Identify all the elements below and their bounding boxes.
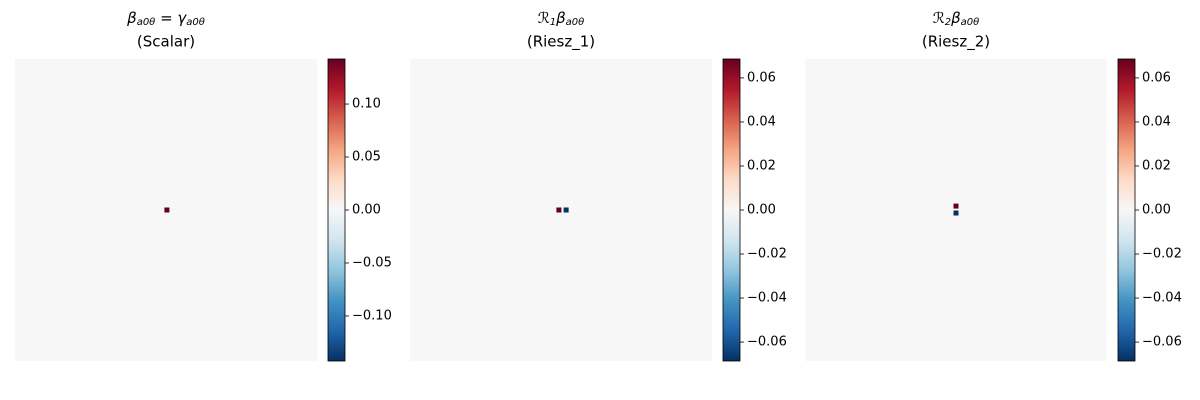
panel-title: ℛ1βa0θ bbox=[538, 9, 585, 29]
title-part: 1 bbox=[550, 17, 556, 28]
panel-title: βa0θ = γa0θ bbox=[126, 9, 205, 29]
colorbar-tick-label: 0.04 bbox=[1142, 114, 1171, 129]
title-part: a0θ bbox=[186, 17, 205, 28]
colorbar-tick-label: 0.06 bbox=[747, 70, 776, 85]
colorbar bbox=[722, 58, 741, 362]
heatmap-spot bbox=[164, 207, 170, 213]
colorbar-tick-label: −0.05 bbox=[352, 255, 392, 270]
panel-title: ℛ2βa0θ bbox=[933, 9, 980, 29]
colorbar-tick-label: 0.00 bbox=[747, 203, 776, 218]
heatmap-spot bbox=[563, 207, 569, 213]
title-part: β bbox=[555, 9, 566, 27]
title-part: ℛ bbox=[538, 9, 550, 27]
panel-subtitle: (Scalar) bbox=[137, 33, 195, 51]
title-part: = γ bbox=[155, 9, 187, 27]
colorbar-tick-label: −0.04 bbox=[1142, 291, 1182, 306]
colorbar-tick-label: 0.04 bbox=[747, 114, 776, 129]
colorbar-tick-label: −0.04 bbox=[747, 291, 787, 306]
title-part: a0θ bbox=[961, 17, 980, 28]
panel-subtitle: (Riesz_1) bbox=[527, 33, 595, 52]
colorbar-tick-label: −0.02 bbox=[1142, 247, 1182, 262]
colorbar-tick-label: 0.05 bbox=[352, 150, 381, 165]
colorbar-tick-label: −0.06 bbox=[1142, 335, 1182, 350]
title-part: a0θ bbox=[137, 17, 156, 28]
heatmap-image bbox=[805, 59, 1107, 361]
heatmap-spot bbox=[953, 210, 959, 216]
colorbar-tick-label: 0.10 bbox=[352, 97, 381, 112]
title-part: β bbox=[126, 9, 137, 27]
heatmap-spot bbox=[953, 203, 959, 209]
colorbar bbox=[1117, 58, 1136, 362]
colorbar-tick-label: −0.06 bbox=[747, 335, 787, 350]
colorbar-tick-label: 0.00 bbox=[352, 203, 381, 218]
colorbar-tick-label: 0.00 bbox=[1142, 203, 1171, 218]
colorbar-tick-label: 0.02 bbox=[747, 158, 776, 173]
title-part: a0θ bbox=[566, 17, 585, 28]
colorbar-tick-label: 0.02 bbox=[1142, 158, 1171, 173]
title-part: 2 bbox=[945, 17, 951, 28]
colorbar-tick-label: −0.10 bbox=[352, 308, 392, 323]
colorbar bbox=[327, 58, 346, 362]
colorbar-tick-label: −0.02 bbox=[747, 247, 787, 262]
title-part: ℛ bbox=[933, 9, 945, 27]
panel-subtitle: (Riesz_2) bbox=[922, 33, 990, 52]
title-part: β bbox=[950, 9, 961, 27]
heatmap-spot bbox=[556, 207, 562, 213]
colorbar-tick-label: 0.06 bbox=[1142, 70, 1171, 85]
